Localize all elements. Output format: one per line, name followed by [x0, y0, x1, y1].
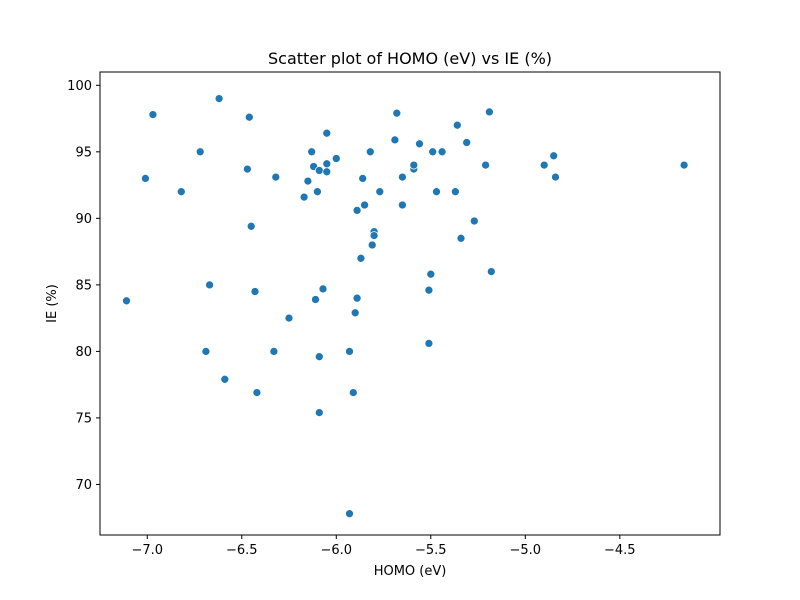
- data-point-19: [303, 176, 313, 186]
- data-point-3: [148, 110, 158, 119]
- data-point-63: [469, 216, 479, 226]
- data-point-7: [205, 280, 214, 290]
- data-point-68: [549, 151, 559, 161]
- data-point-15: [269, 347, 279, 356]
- data-point-39: [358, 174, 368, 183]
- data-point-47: [392, 108, 402, 118]
- data-point-31: [331, 154, 341, 163]
- data-point-28: [322, 128, 332, 138]
- x-tick-label: −7.0: [131, 543, 163, 558]
- data-point-57: [432, 187, 441, 197]
- data-point-30: [322, 167, 332, 177]
- data-point-48: [398, 200, 407, 210]
- data-point-5: [195, 147, 205, 157]
- x-tick-label: −5.5: [415, 543, 447, 558]
- data-point-41: [365, 147, 375, 157]
- data-point-38: [356, 253, 366, 263]
- y-tick-label: 95: [75, 145, 92, 160]
- x-tick-label: −4.5: [604, 543, 636, 558]
- y-tick-label: 90: [75, 212, 92, 227]
- chart-title: Scatter plot of HOMO (eV) vs IE (%): [268, 49, 552, 68]
- data-point-13: [250, 287, 260, 296]
- x-tick-label: −6.0: [320, 543, 352, 558]
- data-point-62: [462, 138, 472, 147]
- data-point-59: [451, 187, 460, 197]
- data-point-20: [307, 147, 317, 157]
- data-point-34: [348, 388, 358, 397]
- data-point-64: [481, 160, 490, 170]
- data-point-6: [201, 347, 211, 356]
- data-point-61: [456, 233, 466, 243]
- data-point-14: [252, 388, 262, 397]
- data-point-44: [369, 231, 379, 240]
- data-point-23: [313, 187, 322, 197]
- data-point-22: [311, 295, 320, 304]
- y-axis-ticks: 70 75 80 85 90 95 100: [67, 79, 100, 493]
- data-point-51: [409, 160, 419, 170]
- y-tick-label: 70: [75, 478, 92, 493]
- data-point-53: [424, 339, 434, 348]
- x-tick-label: −5.0: [510, 543, 542, 558]
- data-point-33: [345, 509, 354, 519]
- data-point-2: [141, 174, 150, 183]
- data-point-9: [220, 374, 230, 384]
- data-point-24: [314, 166, 324, 175]
- data-point-46: [390, 135, 400, 145]
- data-point-18: [299, 192, 309, 202]
- data-point-1: [122, 296, 131, 306]
- data-point-56: [428, 147, 438, 157]
- data-point-60: [452, 120, 462, 130]
- data-point-54: [424, 285, 434, 295]
- data-point-45: [375, 187, 385, 197]
- data-point-69: [551, 172, 560, 182]
- data-point-66: [486, 267, 496, 276]
- y-tick-label: 100: [67, 79, 92, 94]
- data-point-40: [360, 200, 369, 210]
- data-point-32: [345, 347, 354, 356]
- data-point-42: [367, 240, 377, 250]
- x-axis-label: HOMO (eV): [374, 564, 447, 579]
- x-tick-label: −6.5: [226, 543, 258, 558]
- data-point-67: [539, 160, 549, 170]
- data-point-58: [437, 147, 447, 157]
- data-point-4: [176, 187, 186, 197]
- data-point-65: [485, 107, 494, 117]
- y-tick-label: 75: [75, 411, 92, 426]
- data-point-26: [314, 408, 324, 417]
- y-axis-label: IE (%): [45, 284, 60, 323]
- data-point-36: [352, 293, 362, 303]
- data-point-16: [271, 172, 281, 182]
- plot-frame: [99, 71, 721, 536]
- data-point-52: [415, 139, 424, 149]
- data-point-55: [426, 269, 436, 279]
- data-point-29: [322, 159, 332, 169]
- data-point-17: [284, 313, 294, 323]
- y-tick-label: 85: [75, 278, 92, 293]
- data-point-70: [679, 160, 689, 170]
- data-point-49: [398, 172, 407, 182]
- x-axis-ticks: −7.0 −6.5 −6.0 −5.5 −5.0 −4.5: [131, 535, 636, 558]
- data-point-8: [214, 94, 224, 103]
- data-point-25: [314, 352, 324, 362]
- data-point-35: [350, 308, 360, 318]
- data-point-12: [246, 221, 256, 231]
- data-points: [122, 94, 689, 519]
- data-point-10: [243, 164, 252, 174]
- data-point-37: [352, 206, 362, 215]
- data-point-11: [244, 112, 254, 122]
- data-point-27: [318, 284, 328, 294]
- y-tick-label: 80: [75, 345, 92, 360]
